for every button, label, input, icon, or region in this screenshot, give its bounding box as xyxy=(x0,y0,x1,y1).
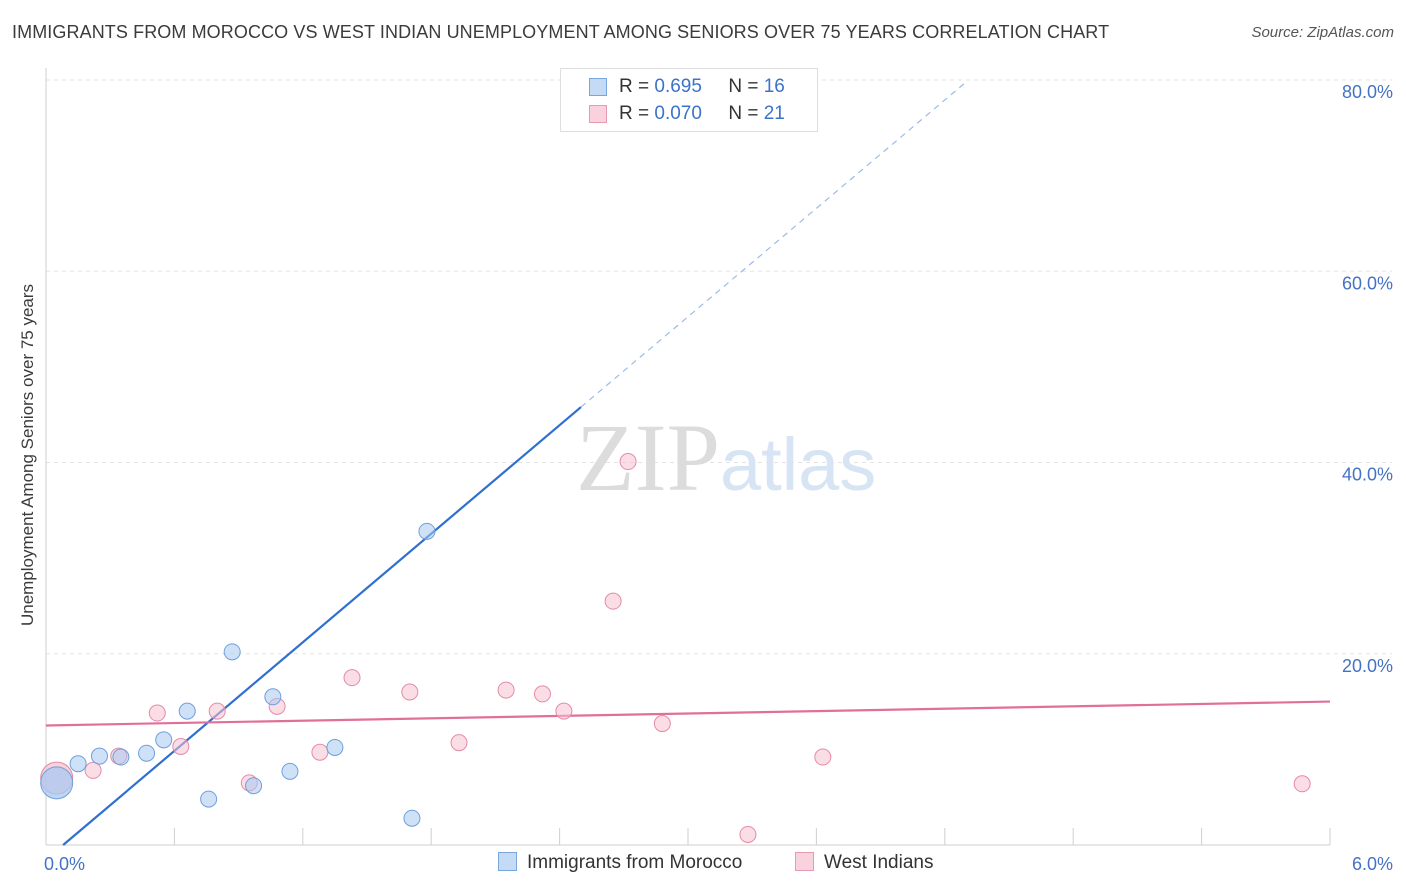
x-tick-label: 6.0% xyxy=(1352,854,1393,874)
y-tick-label: 60.0% xyxy=(1342,273,1393,293)
bottom-legend-morocco: Immigrants from Morocco xyxy=(498,852,742,874)
legend-n-label: N = xyxy=(728,103,759,124)
bottom-legend-swatch-morocco xyxy=(498,852,517,871)
point-morocco xyxy=(245,777,263,795)
y-tick-label: 40.0% xyxy=(1342,465,1393,485)
axes xyxy=(45,68,1331,846)
point-west-indians xyxy=(497,681,515,699)
point-west-indians xyxy=(739,825,757,843)
point-west-indians xyxy=(311,743,329,761)
bottom-legend-label-morocco: Immigrants from Morocco xyxy=(527,852,743,873)
legend-n-value: 16 xyxy=(763,76,785,97)
point-west-indians xyxy=(533,685,551,703)
y-tick-label: 80.0% xyxy=(1342,82,1393,102)
point-morocco xyxy=(403,809,421,827)
trend-line-morocco xyxy=(62,406,582,846)
point-morocco xyxy=(418,522,436,540)
point-morocco xyxy=(281,762,299,780)
chart-title: IMMIGRANTS FROM MOROCCO VS WEST INDIAN U… xyxy=(12,22,1110,42)
x-tick-label: 0.0% xyxy=(44,854,85,874)
point-west-indians xyxy=(1293,775,1311,793)
legend-n-label: N = xyxy=(728,76,759,97)
legend-r-value: 0.070 xyxy=(654,103,702,124)
legend-r-value: 0.695 xyxy=(654,76,702,97)
point-west-indians xyxy=(84,761,102,779)
point-morocco xyxy=(91,747,108,765)
point-morocco xyxy=(138,744,156,762)
point-west-indians xyxy=(653,715,671,733)
bottom-legend-swatch-west-indians xyxy=(795,852,814,871)
watermark-zip: ZIP xyxy=(576,404,720,511)
legend-r-label: R = xyxy=(619,76,650,97)
point-morocco xyxy=(69,755,87,773)
trend-line-west-indians xyxy=(45,700,1331,727)
watermark-atlas: atlas xyxy=(720,423,876,506)
point-west-indians xyxy=(172,738,190,756)
point-morocco xyxy=(200,790,218,808)
source-label: Source: ZipAtlas.com xyxy=(1251,24,1394,41)
point-morocco xyxy=(40,766,74,800)
trend-line-morocco-extension xyxy=(580,81,967,408)
legend-n-value: 21 xyxy=(763,103,785,124)
legend-swatch-morocco xyxy=(589,78,607,96)
legend-r-label: R = xyxy=(619,103,650,124)
bottom-legend-west-indians: West Indians xyxy=(795,852,933,874)
data-points xyxy=(40,79,1311,843)
point-west-indians xyxy=(343,669,361,687)
point-west-indians xyxy=(450,734,468,752)
correlation-legend: R = 0.695 N = 16 R = 0.070 N = 21 xyxy=(560,68,818,132)
point-west-indians xyxy=(604,592,622,610)
point-morocco xyxy=(112,748,130,766)
point-morocco xyxy=(178,702,196,720)
point-west-indians xyxy=(619,453,637,471)
point-west-indians xyxy=(814,748,832,766)
bottom-legend-label-west-indians: West Indians xyxy=(824,852,934,873)
point-west-indians xyxy=(208,702,226,720)
point-morocco xyxy=(155,731,173,749)
trend-lines xyxy=(45,81,1331,846)
grid-lines xyxy=(46,79,1392,655)
point-morocco xyxy=(264,688,282,706)
point-morocco xyxy=(223,643,241,661)
point-west-indians xyxy=(401,683,419,701)
legend-swatch-west-indians xyxy=(589,105,607,123)
tick-labels: 20.0% 40.0% 60.0% 80.0% 0.0% 6.0% xyxy=(44,82,1393,874)
point-west-indians xyxy=(555,702,573,720)
y-tick-label: 20.0% xyxy=(1342,656,1393,676)
point-west-indians xyxy=(148,704,166,722)
point-morocco xyxy=(326,738,344,756)
